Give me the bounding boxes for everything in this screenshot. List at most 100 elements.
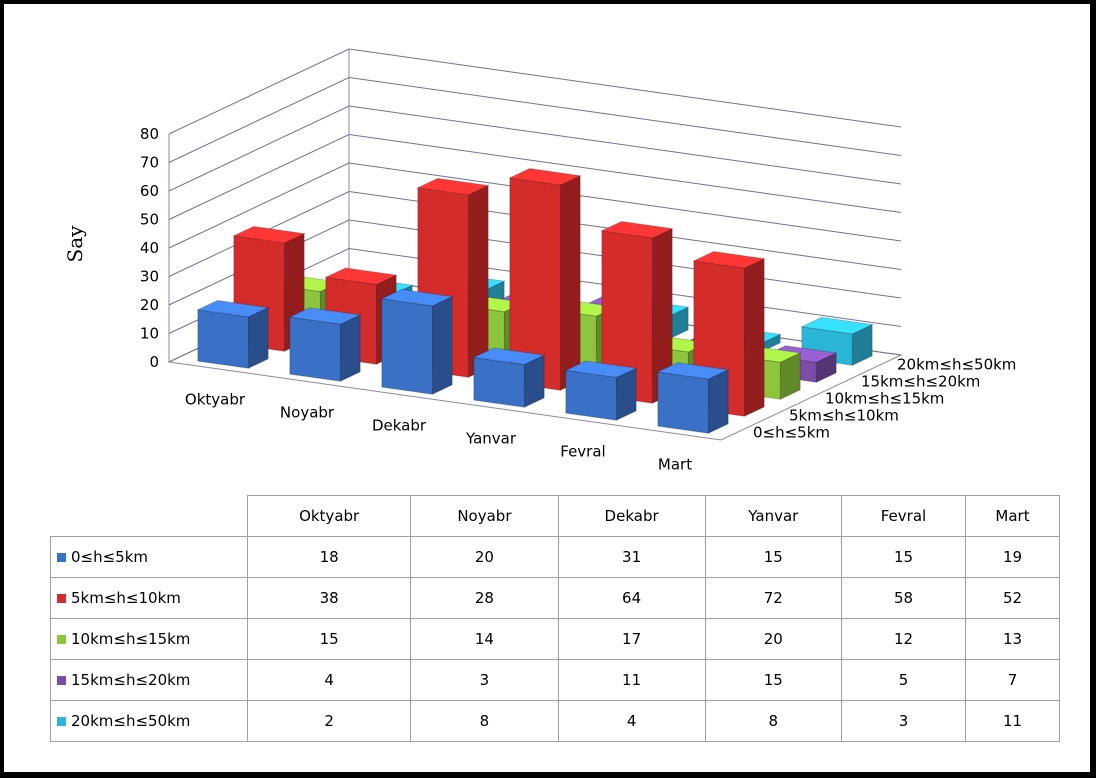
bar-side xyxy=(707,368,729,435)
table-cell: 4 xyxy=(557,700,706,742)
table-header: Dekabr xyxy=(557,495,706,537)
row-header: 10km≤h≤15km xyxy=(50,618,248,660)
table-cell: 13 xyxy=(965,618,1060,660)
bar-top xyxy=(508,168,582,186)
depth-tick-label: 0≤h≤5km xyxy=(753,424,830,442)
table-cell: 52 xyxy=(965,577,1060,619)
depth-tick-label: 20km≤h≤50km xyxy=(897,356,1016,374)
table-header: Oktyabr xyxy=(246,495,412,537)
y-tick-label: 60 xyxy=(140,182,159,200)
table-cell: 14 xyxy=(410,618,559,660)
bar-top xyxy=(288,307,362,325)
table-cell: 8 xyxy=(410,700,559,742)
grid-line xyxy=(168,105,902,192)
y-tick-label: 30 xyxy=(140,268,159,286)
bar-top xyxy=(416,177,490,196)
bar-side xyxy=(431,295,453,396)
y-axis-label: Say xyxy=(63,225,87,263)
bar-top xyxy=(600,220,674,239)
table-header: Yanvar xyxy=(704,495,842,537)
y-tick-label: 50 xyxy=(140,211,159,229)
table-cell: 19 xyxy=(965,536,1060,578)
series-name: 0≤h≤5km xyxy=(71,548,149,566)
series-name: 15km≤h≤20km xyxy=(71,671,191,689)
table-cell: 7 xyxy=(965,659,1060,701)
bar xyxy=(564,360,638,422)
table-cell: 5 xyxy=(840,659,967,701)
bar-top xyxy=(564,360,638,379)
row-header: 15km≤h≤20km xyxy=(50,659,248,701)
bar-top xyxy=(380,288,454,307)
bar-front xyxy=(197,309,249,369)
table-cell: 28 xyxy=(410,577,559,619)
table-cell: 31 xyxy=(557,536,706,578)
table-cell: 15 xyxy=(704,536,842,578)
y-tick-label: 40 xyxy=(140,239,159,257)
bar xyxy=(380,288,454,396)
y-tick-label: 70 xyxy=(140,154,159,172)
depth-tick-label: 15km≤h≤20km xyxy=(861,373,980,391)
bar-top xyxy=(324,267,398,285)
series-name: 20km≤h≤50km xyxy=(71,712,191,730)
y-tick-label: 20 xyxy=(140,296,159,314)
chart: Say 0 10 20 30 40 50 60 70 80 Oktyabr Noyabr Dekabr… xyxy=(63,48,1016,474)
bar-front xyxy=(381,298,433,395)
table-row: 10km≤h≤15km 15 14 17 20 12 13 xyxy=(50,618,1060,660)
grid-line xyxy=(168,133,902,220)
x-tick-label: Fevral xyxy=(560,443,605,461)
table-cell: 58 xyxy=(840,577,967,619)
bar-side xyxy=(339,314,361,383)
bar-front xyxy=(473,356,525,408)
x-tick-label: Yanvar xyxy=(465,430,517,448)
bar-side xyxy=(467,184,489,379)
grid-line xyxy=(168,162,902,249)
row-header: 5km≤h≤10km xyxy=(50,577,248,619)
bar xyxy=(508,168,582,392)
x-tick-label: Oktyabr xyxy=(185,391,246,409)
bar-top xyxy=(692,251,766,269)
bar-side xyxy=(247,306,269,370)
table-header: Mart xyxy=(965,495,1060,537)
bar-top xyxy=(800,316,874,335)
table-cell: 17 xyxy=(557,618,706,660)
table-cell: 3 xyxy=(410,659,559,701)
bar-front xyxy=(565,369,617,421)
legend-key xyxy=(57,676,66,685)
bar xyxy=(472,347,546,409)
grid-line xyxy=(168,76,902,163)
table-cell: 18 xyxy=(246,536,412,578)
table-row: 20km≤h≤50km 2 8 4 8 3 11 xyxy=(50,700,1060,742)
depth-tick-label: 10km≤h≤15km xyxy=(825,390,944,408)
bar-top xyxy=(196,299,270,318)
row-header: 20km≤h≤50km xyxy=(50,700,248,742)
series-name: 5km≤h≤10km xyxy=(71,589,181,607)
x-tick-label: Dekabr xyxy=(372,417,427,435)
table-row: 15km≤h≤20km 4 3 11 15 5 7 xyxy=(50,659,1060,701)
table-corner xyxy=(50,495,248,537)
table-cell: 4 xyxy=(246,659,412,701)
grid-line xyxy=(168,190,902,277)
bar xyxy=(692,251,766,418)
bar-front xyxy=(657,371,709,434)
table-cell: 64 xyxy=(557,577,706,619)
table-row: 5km≤h≤10km 38 28 64 72 58 52 xyxy=(50,577,1060,619)
x-tick-label: Noyabr xyxy=(280,404,335,422)
table-cell: 8 xyxy=(704,700,842,742)
table-cell: 15 xyxy=(246,618,412,660)
legend-key xyxy=(57,553,66,562)
data-table: Oktyabr Noyabr Dekabr Yanvar Fevral Mart 0≤h≤5… xyxy=(50,495,1060,742)
table-cell: 38 xyxy=(246,577,412,619)
series-name: 10km≤h≤15km xyxy=(71,630,191,648)
table-header: Fevral xyxy=(840,495,967,537)
x-tick-label: Mart xyxy=(658,456,692,474)
bar xyxy=(656,362,730,435)
bar-top xyxy=(232,225,306,244)
table-cell: 2 xyxy=(246,700,412,742)
grid-line xyxy=(168,48,902,135)
legend-key xyxy=(57,594,66,603)
bar-side xyxy=(743,257,765,418)
legend-key xyxy=(57,717,66,726)
table-cell: 15 xyxy=(840,536,967,578)
table-cell: 3 xyxy=(840,700,967,742)
y-tick-label: 80 xyxy=(140,125,159,143)
